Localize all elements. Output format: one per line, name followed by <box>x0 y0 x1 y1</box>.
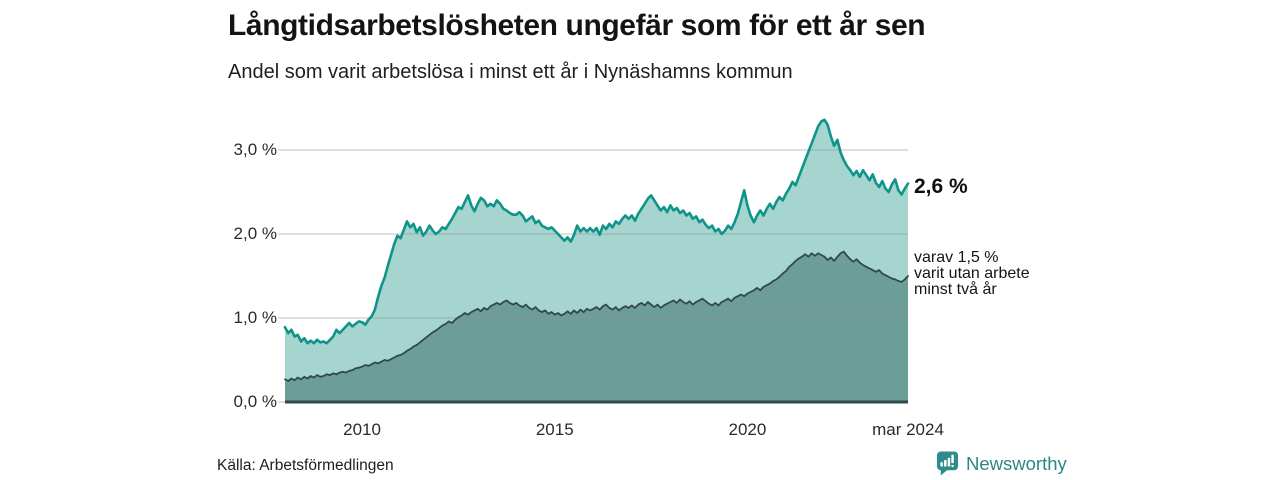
x-axis-tick-label: 2015 <box>535 420 574 439</box>
annotation-secondary-line-2: varit utan arbete <box>914 265 1030 282</box>
chart-title: Långtidsarbetslösheten ungefär som för e… <box>228 9 926 42</box>
annotation-latest-total: 2,6 % <box>914 175 968 198</box>
y-axis-tick-label: 2,0 % <box>233 224 277 243</box>
series-two-years-line <box>284 250 909 382</box>
x-axis-tick-label: mar 2024 <box>872 420 944 439</box>
series-one-year-line <box>283 118 910 345</box>
annotation-secondary-line-3: minst två år <box>914 281 997 298</box>
series-two-years-area <box>285 251 908 402</box>
x-axis-tick-label: 2010 <box>343 420 381 439</box>
y-axis-tick-label: 1,0 % <box>233 308 277 327</box>
x-axis-tick-label: 2020 <box>728 420 767 439</box>
newsworthy-logo-icon <box>936 451 959 476</box>
annotation-secondary: varav 1,5 % varit utan arbete minst två … <box>914 250 1030 298</box>
y-axis-tick-label: 3,0 % <box>233 140 277 159</box>
annotation-secondary-line-1: varav 1,5 % <box>914 249 999 266</box>
branding: Newsworthy <box>936 451 1067 476</box>
source-label: Källa: Arbetsförmedlingen <box>217 457 394 474</box>
y-axis-tick-label: 0,0 % <box>233 392 277 411</box>
chart-subtitle: Andel som varit arbetslösa i minst ett å… <box>228 61 793 83</box>
branding-name: Newsworthy <box>966 452 1067 474</box>
